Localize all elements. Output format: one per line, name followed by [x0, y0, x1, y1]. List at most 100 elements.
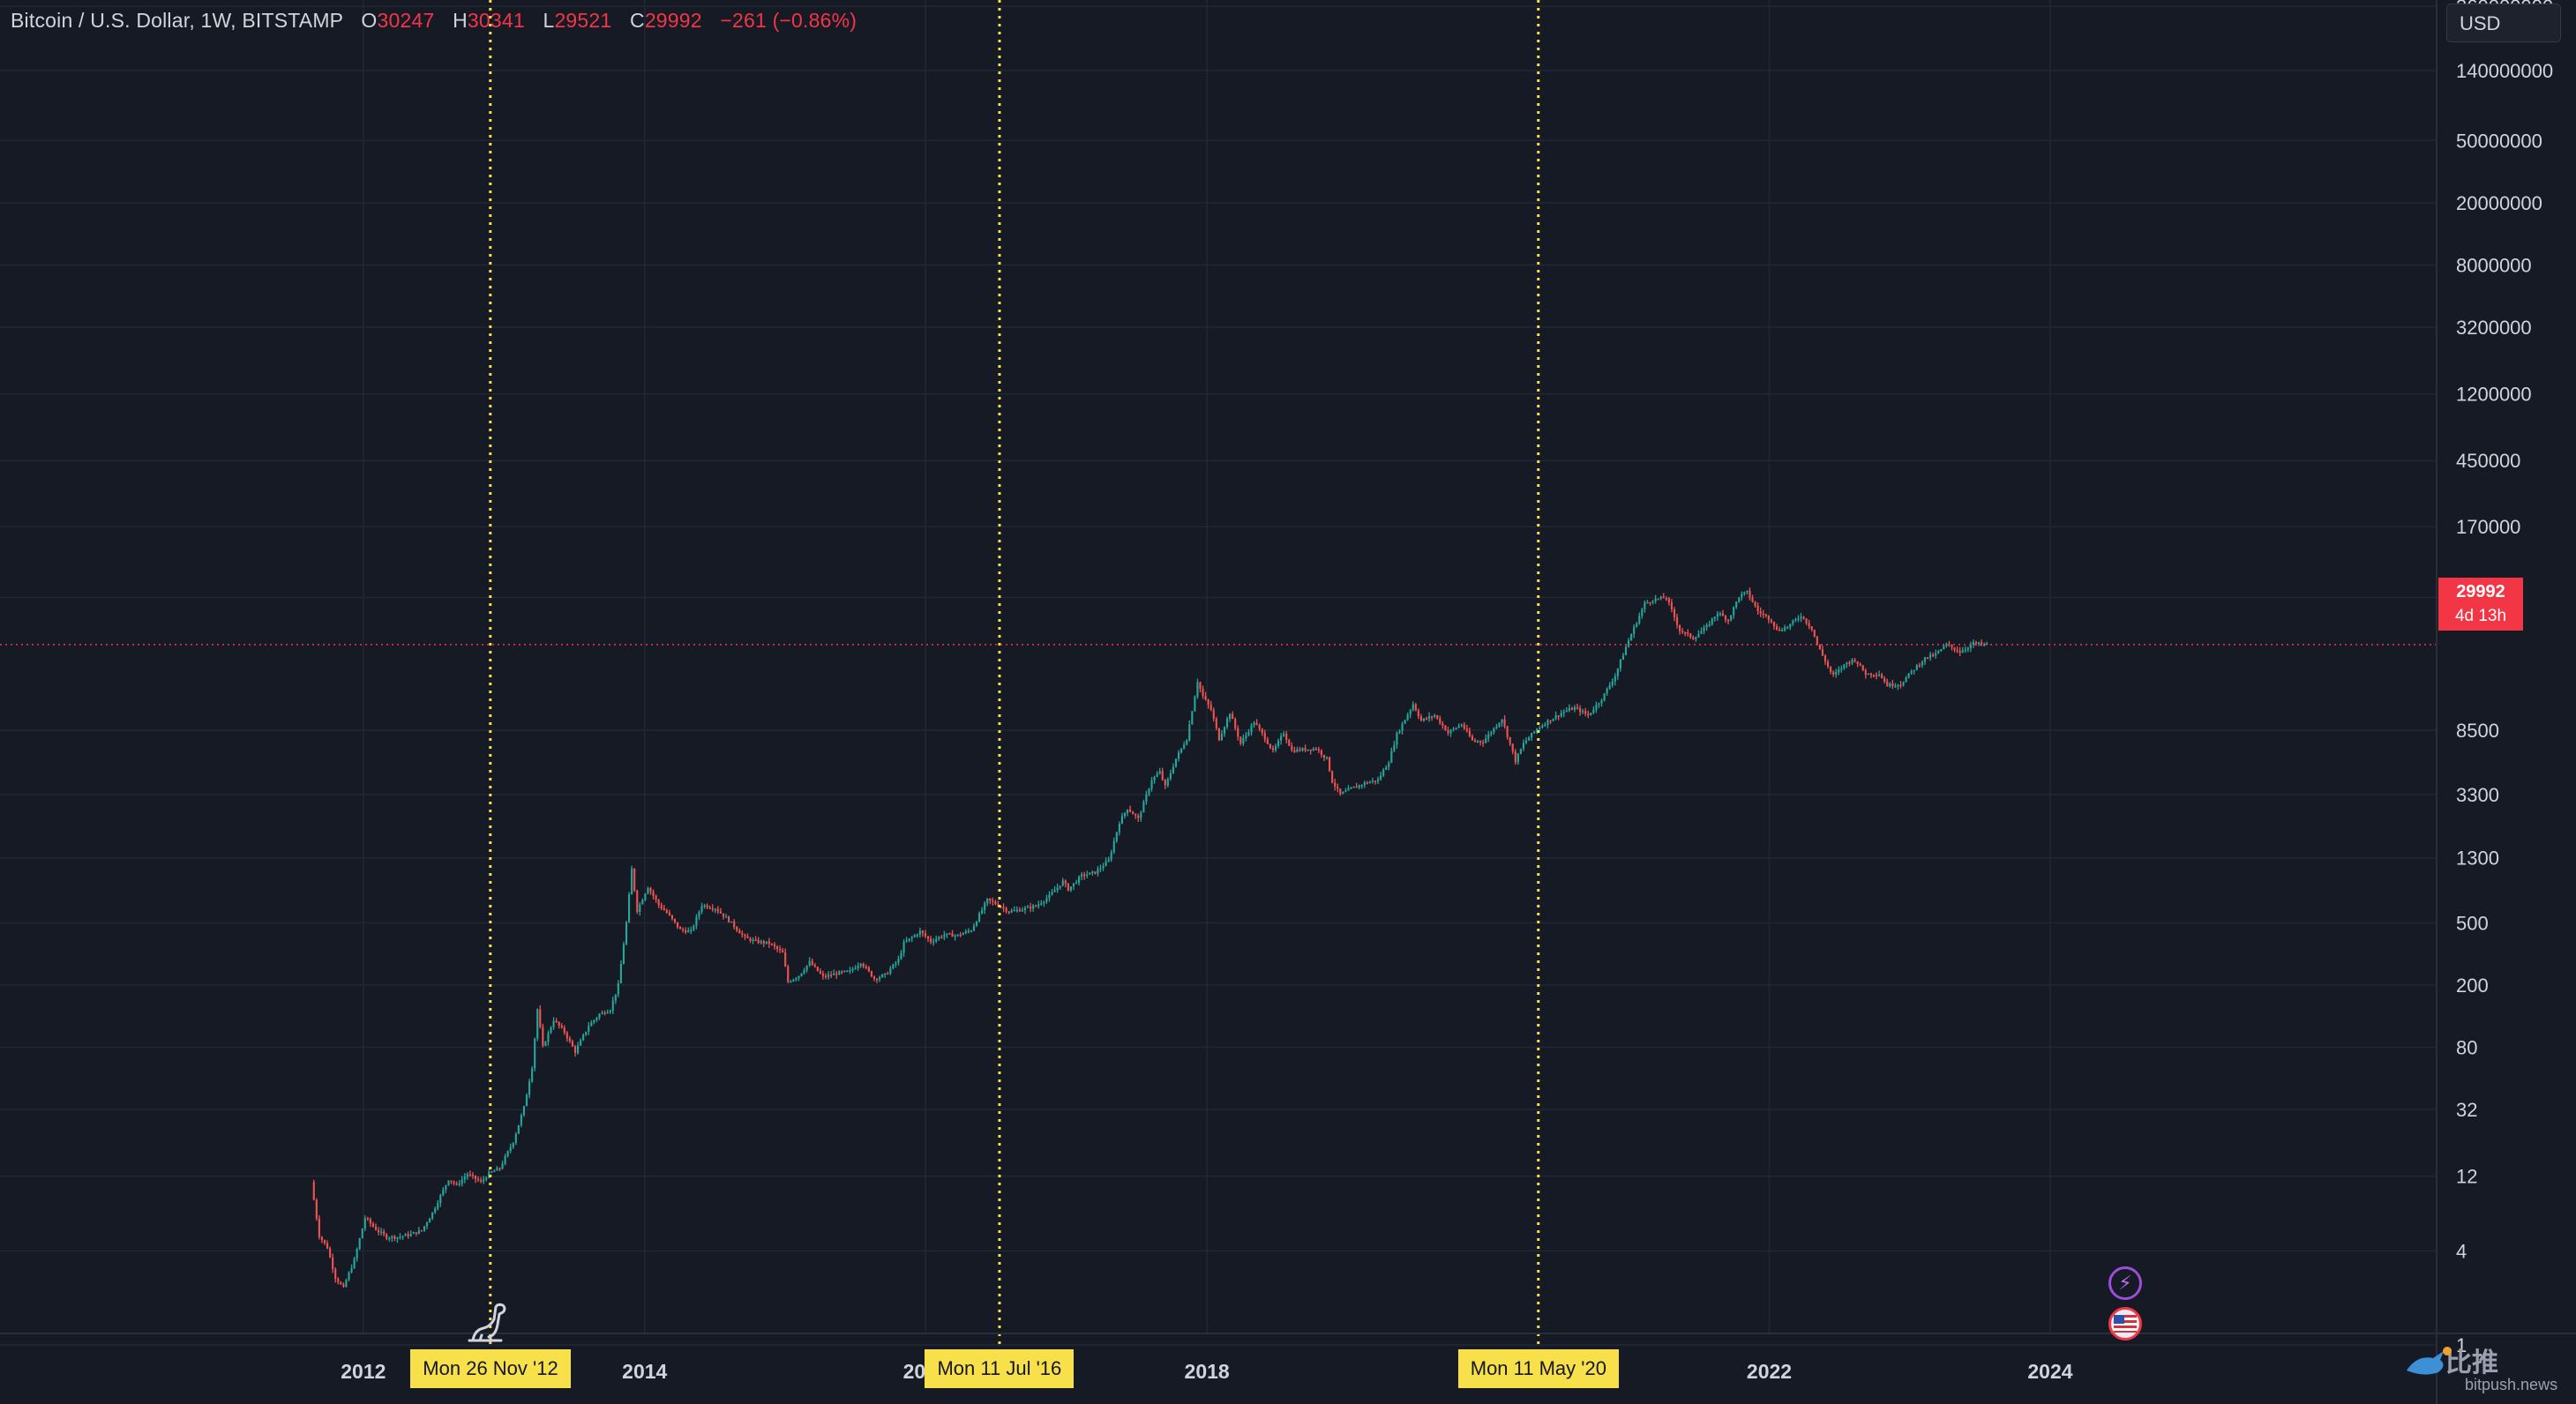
- candle-body: [1897, 684, 1899, 687]
- candle-body: [329, 1248, 332, 1258]
- candle-body: [900, 952, 902, 960]
- candle-body: [943, 934, 946, 937]
- candle-body: [1932, 654, 1935, 656]
- candle-body: [1590, 713, 1592, 715]
- candle-body: [393, 1236, 396, 1239]
- candle-body: [1199, 682, 1202, 689]
- bar-countdown: 4d 13h: [2454, 607, 2507, 625]
- candle-body: [1681, 631, 1684, 633]
- candle-body: [1398, 730, 1401, 734]
- candle-body: [690, 930, 693, 931]
- candle-body: [918, 930, 921, 935]
- candle-body: [1457, 725, 1460, 728]
- change-value: −261 (−0.86%): [720, 9, 857, 32]
- candle-body: [967, 930, 970, 933]
- candle-body: [798, 975, 800, 979]
- candle-body: [1810, 626, 1813, 630]
- candle-body: [1245, 735, 1247, 739]
- candle-body: [1541, 725, 1544, 728]
- candle-body: [1067, 883, 1069, 891]
- candle-body: [639, 904, 641, 912]
- candle-body: [1129, 809, 1132, 812]
- candle-body: [1977, 642, 1981, 645]
- price-axis[interactable]: 3600000001400000005000000020000000800000…: [2436, 0, 2553, 1404]
- candle-body: [1301, 748, 1304, 751]
- candle-body: [1953, 647, 1956, 650]
- candle-body: [744, 934, 746, 937]
- candle-body: [1239, 736, 1242, 744]
- symbol-title[interactable]: Bitcoin / U.S. Dollar, 1W, BITSTAMP: [11, 9, 343, 32]
- candle-body: [1915, 665, 1918, 670]
- candle-body: [539, 1009, 542, 1027]
- candle-body: [1412, 704, 1414, 710]
- us-flag-icon[interactable]: [2108, 1307, 2142, 1341]
- candle-body: [1843, 664, 1846, 668]
- candle-body: [1651, 601, 1654, 603]
- candle-body: [1118, 824, 1120, 833]
- candle-body: [1864, 670, 1867, 676]
- candle-body: [409, 1234, 412, 1236]
- bolt-icon[interactable]: ⚡: [2108, 1266, 2142, 1300]
- candle-body: [585, 1031, 588, 1035]
- candle-body: [1334, 782, 1337, 787]
- candle-body: [1724, 616, 1727, 620]
- candle-body: [889, 968, 892, 974]
- candle-body: [811, 960, 813, 966]
- time-axis[interactable]: 201220142016201820222024: [0, 1333, 2576, 1383]
- candle-body: [337, 1279, 340, 1282]
- candle-body: [879, 977, 881, 980]
- candle-body: [1576, 706, 1579, 709]
- candle-body: [1188, 724, 1191, 741]
- candle-body: [1767, 616, 1770, 620]
- candle-body: [558, 1021, 560, 1026]
- candle-body: [824, 975, 827, 978]
- x-tick-label: 2014: [622, 1360, 667, 1383]
- candle-body: [1775, 626, 1778, 630]
- candle-body: [1719, 613, 1721, 615]
- candle-body: [1531, 733, 1533, 738]
- candle-body: [480, 1180, 483, 1182]
- candle-body: [722, 913, 725, 917]
- candle-body: [1482, 742, 1485, 743]
- candle-body: [1225, 718, 1229, 728]
- candle-body: [1687, 632, 1689, 634]
- candle-body: [1802, 616, 1805, 619]
- candle-body: [1598, 703, 1600, 706]
- candle-body: [1447, 730, 1449, 734]
- candle-body: [528, 1081, 531, 1095]
- candle-body: [1180, 748, 1183, 753]
- candle-body: [730, 921, 733, 923]
- candle-body: [1800, 616, 1802, 619]
- candle-body: [1314, 748, 1317, 751]
- candle-body: [1347, 788, 1350, 791]
- candle-body: [493, 1170, 496, 1172]
- candle-body: [859, 963, 862, 966]
- y-tick-label: 1300: [2456, 848, 2499, 870]
- currency-button[interactable]: USD: [2446, 4, 2561, 42]
- candle-body: [1048, 894, 1051, 899]
- candle-body: [1140, 812, 1142, 818]
- candle-body: [708, 907, 711, 909]
- candle-body: [875, 978, 879, 981]
- candle-body: [1673, 609, 1676, 617]
- candle-body: [542, 1027, 544, 1046]
- candle-body: [897, 959, 900, 963]
- candle-body: [1641, 609, 1644, 616]
- y-tick-label: 32: [2456, 1099, 2477, 1121]
- candle-body: [1889, 683, 1891, 687]
- candle-body: [474, 1175, 477, 1179]
- candle-body: [1191, 711, 1194, 725]
- candle-body: [1166, 779, 1169, 786]
- candle-body: [463, 1176, 466, 1180]
- candle-body: [954, 935, 956, 937]
- candle-body: [1291, 745, 1293, 751]
- candle-body: [1964, 649, 1966, 651]
- candle-body: [693, 925, 695, 930]
- candle-body: [358, 1238, 361, 1250]
- bird-logo-icon: [2407, 1347, 2452, 1375]
- candle-body: [628, 894, 631, 922]
- candle-body: [315, 1199, 318, 1219]
- candle-body: [1570, 708, 1573, 710]
- candle-body: [1943, 646, 1945, 649]
